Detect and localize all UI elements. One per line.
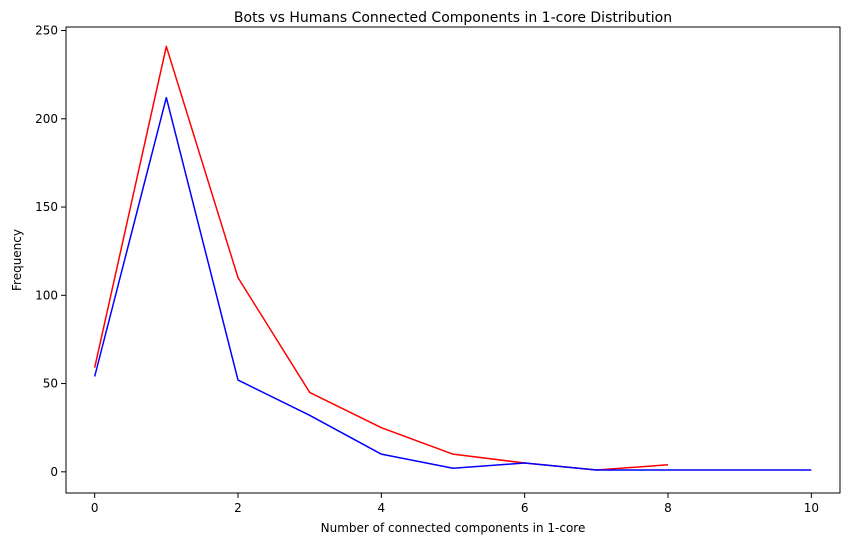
plot-frame xyxy=(65,26,841,494)
x-axis-label: Number of connected components in 1-core xyxy=(321,521,586,535)
y-tick-label: 150 xyxy=(35,200,58,214)
y-axis-label: Frequency xyxy=(10,229,24,291)
x-tick-label: 0 xyxy=(91,501,99,515)
x-tick-label: 8 xyxy=(664,501,672,515)
y-tick-label: 100 xyxy=(35,288,58,302)
y-tick-label: 50 xyxy=(43,377,58,391)
x-tick-label: 2 xyxy=(234,501,242,515)
x-axis: 0 2 4 6 8 10 xyxy=(91,493,819,515)
y-axis: 0 50 100 150 200 250 xyxy=(35,24,66,479)
series-line-2 xyxy=(93,96,812,471)
y-tick-label: 200 xyxy=(35,112,58,126)
series-line-1 xyxy=(93,45,669,471)
y-tick-label: 250 xyxy=(35,24,58,38)
x-tick-label: 6 xyxy=(521,501,529,515)
x-tick-label: 4 xyxy=(378,501,386,515)
chart-title: Bots vs Humans Connected Components in 1… xyxy=(234,10,672,26)
plot-lines xyxy=(93,45,812,471)
x-tick-label: 10 xyxy=(804,501,819,515)
y-tick-label: 0 xyxy=(50,465,58,479)
